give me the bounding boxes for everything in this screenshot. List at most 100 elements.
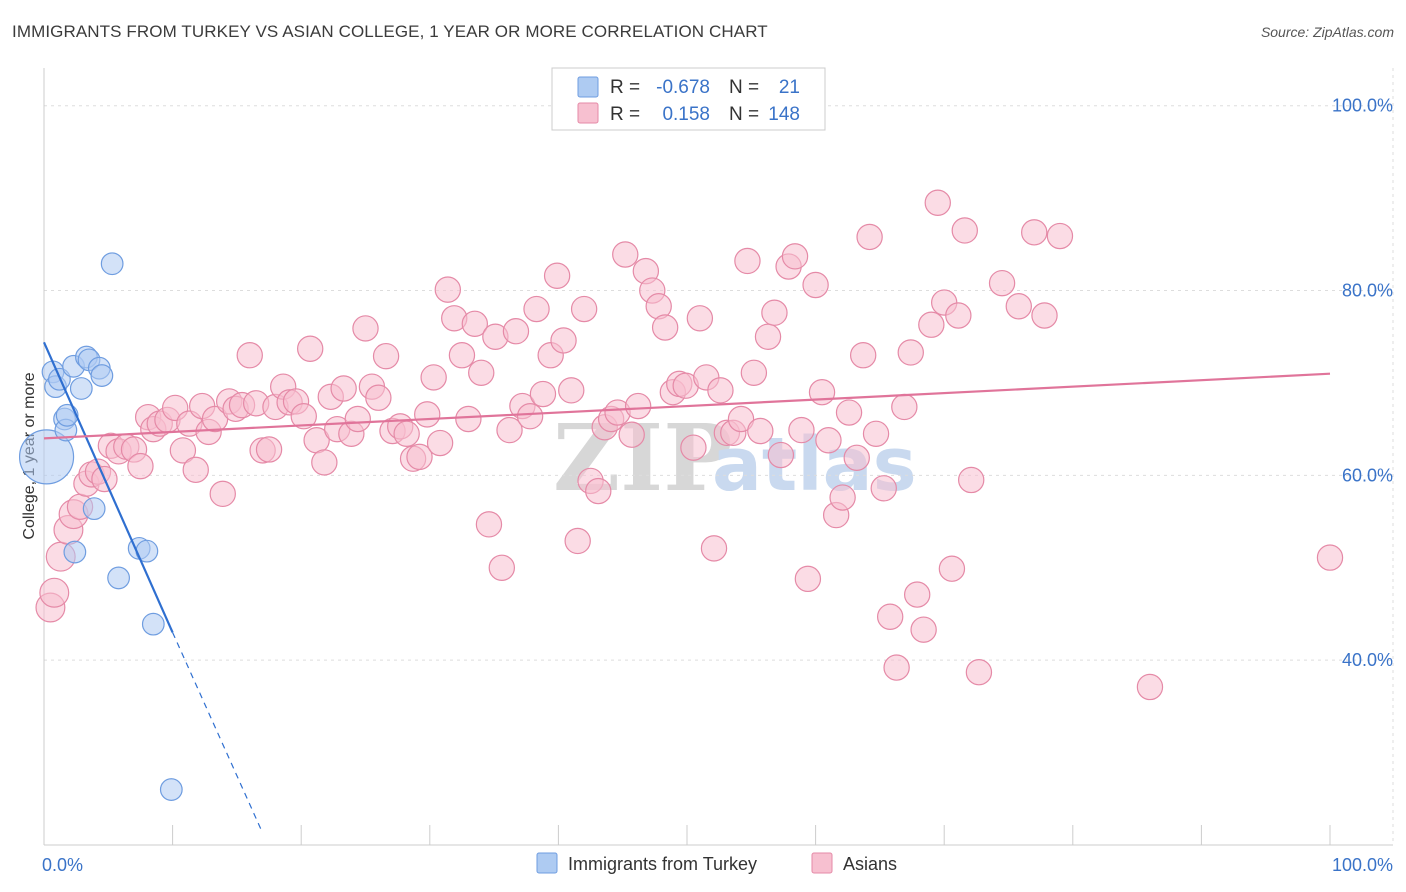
asians-point	[496, 416, 523, 444]
asians-point	[686, 305, 714, 332]
asians-point	[945, 302, 972, 329]
asians-point	[426, 429, 454, 457]
asians-point	[475, 511, 503, 538]
asians-point	[1316, 544, 1344, 571]
asians-point	[802, 271, 829, 299]
turkey-point	[141, 612, 165, 636]
turkey-point	[100, 252, 124, 276]
asians-point	[330, 375, 357, 402]
asians-point	[754, 323, 782, 350]
asians-point	[862, 420, 890, 447]
asians-point	[455, 405, 482, 433]
asians-point	[448, 342, 476, 369]
trend-line-turkey	[42, 341, 174, 633]
asians-point	[829, 484, 856, 511]
asians-point	[700, 535, 728, 562]
legend-swatch-asians	[577, 102, 599, 124]
legend-label-immigrants-from-turkey: Immigrants from Turkey	[568, 854, 757, 874]
asians-point	[856, 223, 883, 251]
asians-point	[182, 456, 209, 484]
asians-point	[420, 364, 447, 391]
asians-point	[236, 342, 263, 369]
asians-point	[897, 339, 924, 366]
asians-point	[651, 314, 679, 341]
asians-point	[127, 452, 154, 480]
turkey-point	[90, 364, 114, 387]
trend-line-turkey-extension	[172, 632, 264, 834]
legend-label-asians: Asians	[843, 854, 897, 874]
asians-point	[740, 359, 768, 386]
turkey-point	[55, 403, 79, 427]
asians-point	[297, 335, 324, 362]
asians-point	[516, 403, 544, 430]
asians-point	[624, 392, 652, 420]
asians-point	[1021, 219, 1048, 246]
asians-point	[550, 327, 577, 354]
chart-title: IMMIGRANTS FROM TURKEY VS ASIAN COLLEGE,…	[12, 22, 768, 41]
asians-point	[788, 416, 815, 444]
y-tick-label: 100.0%	[1332, 96, 1393, 116]
y-tick-label: 60.0%	[1342, 465, 1393, 485]
asians-point	[1005, 293, 1032, 320]
asians-point	[891, 393, 918, 421]
asians-point	[903, 581, 931, 608]
asians-point	[311, 449, 338, 476]
asians-point	[918, 311, 945, 338]
asians-point	[543, 262, 571, 289]
asians-point	[876, 603, 904, 630]
y-tick-label: 80.0%	[1342, 281, 1393, 301]
asians-point	[988, 269, 1016, 297]
asians-point	[414, 401, 441, 428]
gridlines	[44, 68, 1395, 845]
asians-point	[585, 477, 612, 505]
asians-point	[558, 377, 585, 404]
asians-point	[767, 441, 795, 469]
asians-point	[618, 421, 645, 448]
y-tick-labels: 100.0% 80.0% 60.0% 40.0%	[1332, 96, 1393, 670]
trend-lines	[42, 341, 1331, 834]
asians-point	[1031, 302, 1058, 329]
x-tick-labels: 0.0% 100.0%	[42, 855, 1393, 875]
asians-point	[564, 527, 591, 555]
series-asians	[35, 189, 1344, 701]
legend-n-value-asians: 148	[768, 104, 800, 125]
asians-point	[612, 241, 639, 268]
asians-point	[365, 384, 392, 411]
asians-point	[529, 380, 557, 408]
legend-n-label-turkey: N =	[729, 77, 759, 98]
turkey-point	[159, 778, 183, 801]
legend-swatch-asians-bottom	[811, 852, 833, 874]
turkey-point	[18, 429, 75, 485]
source-label: Source: ZipAtlas.com	[1260, 24, 1394, 40]
asians-point	[965, 658, 993, 686]
watermark-zip: ZIP	[553, 404, 732, 512]
asians-point	[502, 318, 530, 345]
asians-point	[707, 377, 734, 404]
asians-point	[951, 217, 978, 244]
correlation-legend: R = -0.678 N = 21 R = 0.158 N = 148	[551, 67, 826, 131]
asians-point	[169, 437, 197, 464]
legend-r-value-turkey: -0.678	[656, 77, 710, 98]
series-legend: Immigrants from Turkey Asians	[536, 852, 897, 874]
asians-point	[835, 399, 863, 426]
asians-point	[406, 443, 433, 471]
turkey-point	[107, 566, 130, 590]
asians-point	[747, 417, 774, 445]
asians-point	[1136, 673, 1164, 701]
legend-n-value-turkey: 21	[779, 77, 800, 98]
asians-point	[209, 480, 236, 508]
series-immigrants-from-turkey	[18, 252, 183, 801]
x-tick-label-max: 100.0%	[1332, 855, 1393, 875]
asians-point	[468, 359, 495, 386]
asians-point	[734, 247, 761, 275]
asians-point	[849, 342, 877, 369]
asians-point	[680, 434, 707, 461]
turkey-point	[69, 377, 93, 400]
asians-point	[761, 299, 788, 326]
asians-point	[727, 405, 755, 433]
asians-point	[958, 466, 985, 494]
asians-point	[870, 475, 897, 502]
asians-point	[461, 310, 489, 338]
asians-point	[523, 295, 550, 323]
